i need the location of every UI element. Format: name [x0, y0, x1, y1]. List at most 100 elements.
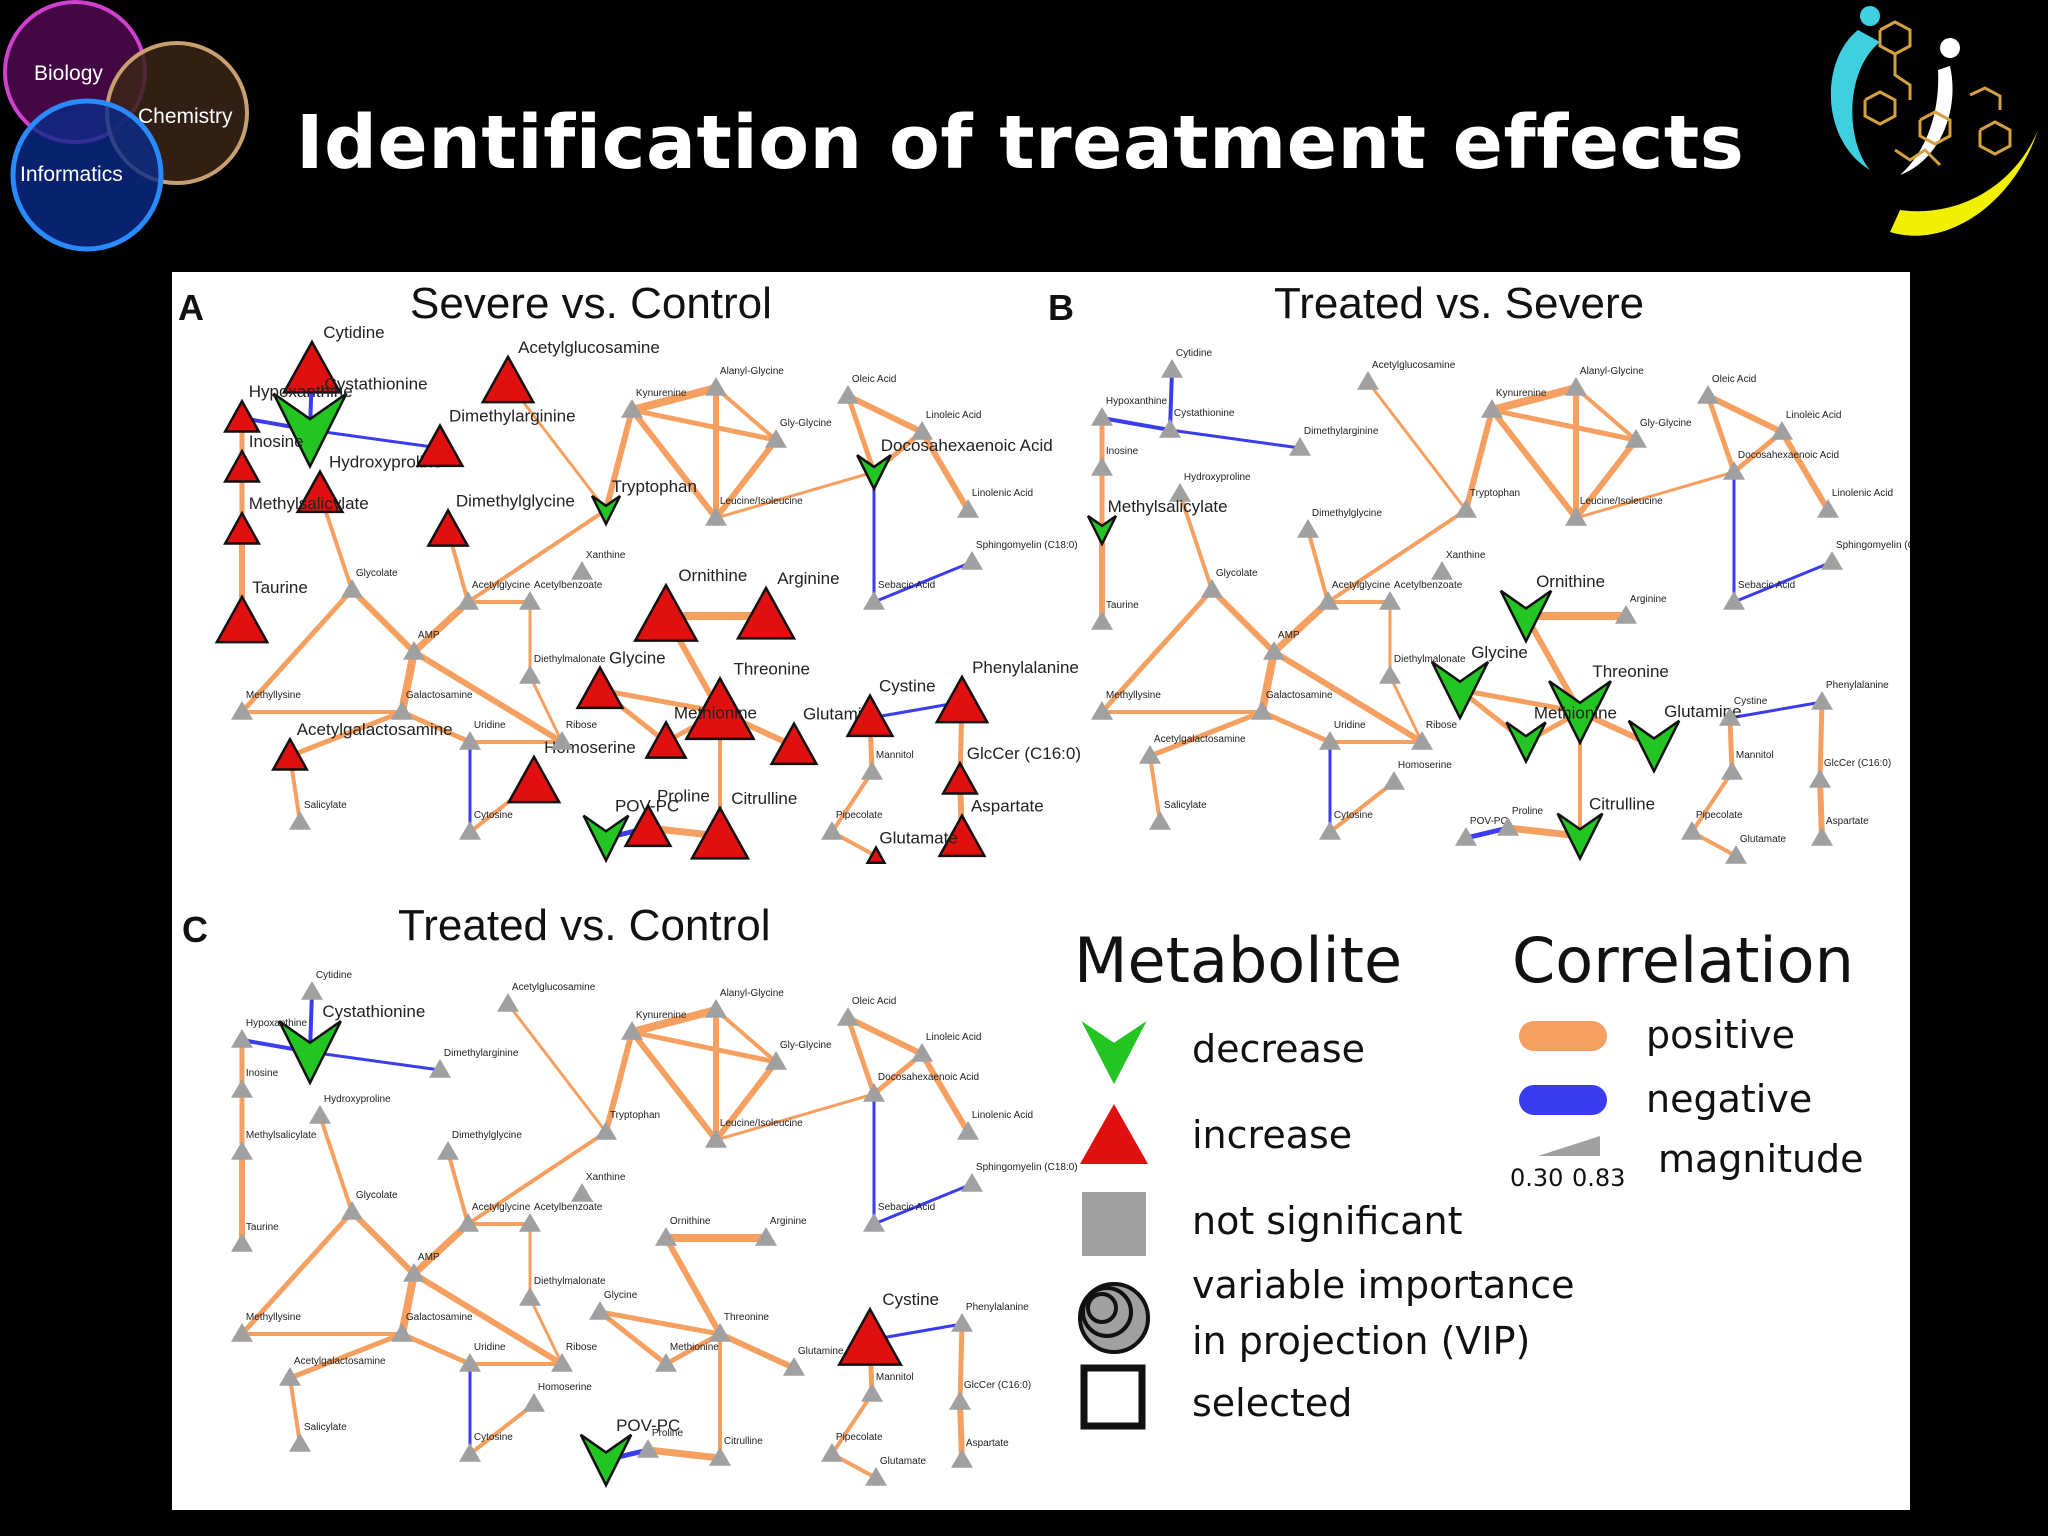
node-threonine-decrease — [1548, 680, 1612, 746]
node-methyllysine-not-significant — [1091, 701, 1113, 720]
node-linolenic-acid-not-significant — [957, 499, 979, 518]
legend-magnitude-wedge — [1538, 1136, 1600, 1156]
node-label: Linoleic Acid — [926, 1032, 982, 1043]
node-glutamate-increase — [865, 845, 887, 864]
network-edge — [287, 1331, 405, 1381]
node-glycine-decrease — [1430, 660, 1490, 721]
network-edge — [714, 1008, 778, 1064]
node-galactosamine-not-significant — [391, 701, 413, 720]
network-edge — [1258, 648, 1278, 716]
network-edge — [628, 1006, 720, 1036]
node-linoleic-acid-not-significant — [911, 1043, 933, 1062]
node-label: Arginine — [1630, 594, 1667, 605]
node-acetylglucosamine-not-significant — [1357, 371, 1379, 390]
node-label: Citrulline — [731, 789, 797, 808]
node-label: GlcCer (C16:0) — [964, 1380, 1031, 1391]
node-label: Threonine — [733, 659, 810, 678]
node-label: Methyllysine — [246, 690, 301, 701]
node-label: Methionine — [1534, 703, 1617, 722]
node-cystine-not-significant — [1719, 707, 1741, 726]
node-citrulline-not-significant — [709, 1447, 731, 1466]
network-edge — [466, 1130, 608, 1226]
node-label: Hydroxyproline — [1184, 472, 1251, 483]
node-label: Diethylmalonate — [534, 654, 606, 665]
node-label: Sebacic Acid — [1738, 580, 1795, 591]
node-label: Glutamate — [880, 1456, 927, 1467]
network-edge — [629, 407, 779, 443]
node-label: POV-PC — [616, 1416, 680, 1435]
institute-logo — [1830, 6, 2038, 236]
node-label: Hydroxyproline — [324, 1094, 391, 1105]
node-label: Xanthine — [586, 1172, 626, 1183]
node-methylsalicylate-not-significant — [231, 1141, 253, 1160]
network-edge — [239, 587, 355, 715]
network-edge — [411, 649, 565, 745]
node-label: Glycolate — [1216, 568, 1258, 579]
network-edge — [528, 1296, 564, 1366]
node-label: Kynurenine — [636, 1010, 687, 1021]
node-salicylate-not-significant — [1149, 811, 1171, 830]
node-label: Glycine — [604, 1290, 638, 1301]
node-amp-not-significant — [403, 641, 425, 660]
node-label: Homoserine — [1398, 760, 1452, 771]
network-edge — [1732, 560, 1834, 604]
network-edge — [629, 407, 719, 521]
legend-decrease-label: decrease — [1192, 1027, 1365, 1071]
node-label: Oleic Acid — [1712, 374, 1756, 385]
node-hypoxanthine-increase — [223, 398, 261, 433]
node-label: Hypoxanthine — [249, 382, 353, 401]
node-hypoxanthine-not-significant — [1091, 407, 1113, 426]
node-label: Ribose — [1426, 720, 1458, 731]
node-label: Acetylglucosamine — [518, 338, 660, 357]
network-edge — [714, 386, 778, 442]
node-label: Leucine/Isoleucine — [720, 1118, 803, 1129]
node-label: Glutamine — [798, 1346, 844, 1357]
legend-magnitude-high: 0.83 — [1572, 1164, 1625, 1192]
logo-white-dot — [1940, 38, 1960, 58]
node-label: Salicylate — [304, 1422, 347, 1433]
node-label: Acetylgalactosamine — [297, 720, 453, 739]
network-edge — [308, 1050, 442, 1072]
network-edge — [629, 1029, 719, 1143]
node-cytosine-not-significant — [1319, 821, 1341, 840]
node-label: Mannitol — [876, 750, 914, 761]
node-aspartate-not-significant — [1811, 827, 1833, 846]
panel-c-nodes: Cytidine Cystathionine Hypoxanthine Inosine… — [231, 970, 1078, 1488]
node-kynurenine-not-significant — [621, 399, 643, 418]
node-galactosamine-not-significant — [1251, 701, 1273, 720]
node-label: Acetylglucosamine — [1372, 360, 1456, 371]
node-label: Pipecolate — [836, 1432, 883, 1443]
node-kynurenine-not-significant — [621, 1021, 643, 1040]
node-arginine-not-significant — [1615, 605, 1637, 624]
node-glccer-c16-0-not-significant — [949, 1391, 971, 1410]
node-cytidine-not-significant — [1161, 359, 1183, 378]
node-label: Dimethylglycine — [456, 491, 575, 510]
node-label: Glutamate — [879, 829, 957, 848]
legend-positive-label: positive — [1646, 1013, 1795, 1057]
node-label: Inosine — [246, 1068, 279, 1079]
network-edge — [714, 470, 876, 520]
node-citrulline-decrease — [1556, 812, 1604, 862]
node-label: Acetylglycine — [472, 1202, 531, 1213]
node-threonine-not-significant — [709, 1323, 731, 1342]
node-label: Tryptophan — [610, 1110, 660, 1121]
node-dimethylglycine-increase — [426, 507, 470, 547]
node-dimethylarginine-not-significant — [1289, 437, 1311, 456]
node-label: Leucine/Isoleucine — [1580, 496, 1663, 507]
network-edge — [411, 1271, 565, 1367]
legend-not-significant-label: not significant — [1192, 1199, 1463, 1243]
node-cystathionine-decrease — [278, 1020, 342, 1086]
node-label: Docosahexaenoic Acid — [881, 436, 1053, 455]
legend-magnitude-label: magnitude — [1658, 1137, 1864, 1181]
node-tryptophan-decrease — [590, 494, 622, 527]
node-label: Glycine — [609, 649, 666, 668]
node-glycolate-not-significant — [341, 1201, 363, 1220]
node-label: Methionine — [674, 703, 757, 722]
node-dimethylglycine-not-significant — [437, 1141, 459, 1160]
node-label: Galactosamine — [1266, 690, 1333, 701]
node-dimethylarginine-not-significant — [429, 1059, 451, 1078]
network-edge — [597, 1309, 669, 1367]
panel-b: B Treated vs. Severe Cytidine Cystathioni… — [1048, 279, 1910, 864]
node-acetylglycine-not-significant — [457, 1213, 479, 1232]
node-label: Docosahexaenoic Acid — [878, 1072, 979, 1083]
